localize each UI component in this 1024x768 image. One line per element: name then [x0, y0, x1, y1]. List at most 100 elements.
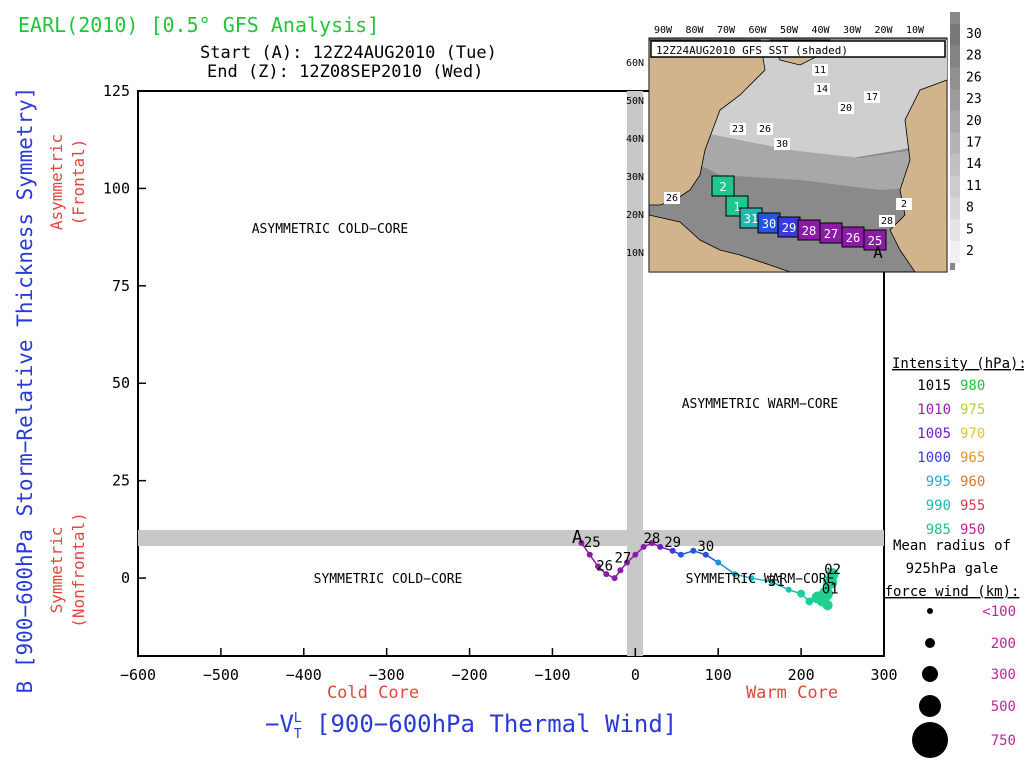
- inset-contour-label: 14: [816, 84, 828, 95]
- track-point: [640, 543, 647, 550]
- inset-track-day: 29: [782, 221, 796, 235]
- x-tick-label: −200: [451, 666, 487, 684]
- intensity-legend-value: 1000: [917, 450, 951, 466]
- inset-lon-label: 90W: [654, 25, 673, 36]
- colorbar-label: 2: [966, 244, 974, 259]
- x-tick-label: 100: [705, 666, 732, 684]
- colorbar-swatch: [950, 132, 960, 155]
- inset-contour-bg: [730, 123, 746, 135]
- intensity-legend-value: 1015: [917, 378, 951, 394]
- track-point: [611, 575, 618, 582]
- inset-contour-label: 20: [840, 103, 852, 114]
- inset-contour-label: 17: [866, 92, 878, 103]
- colorbar-label: 14: [966, 157, 982, 172]
- inset-contour-label: 28: [881, 216, 893, 227]
- colorbar-label: 23: [966, 92, 982, 107]
- inset-track-day: 27: [824, 227, 838, 241]
- colorbar-swatch: [950, 241, 960, 263]
- frontal-label: (Frontal): [69, 139, 88, 226]
- warm-core-label: Warm Core: [746, 683, 838, 703]
- inset-lon-label: 40W: [811, 25, 830, 36]
- y-tick-label: 50: [112, 374, 130, 392]
- track-day-label: 26: [596, 558, 613, 574]
- radius-legend-label: 500: [991, 699, 1016, 715]
- inset-contour-label: 26: [759, 124, 771, 135]
- track-point: [715, 559, 722, 566]
- track-point: [748, 575, 755, 582]
- inset-lat-label: 40N: [626, 134, 644, 145]
- radius-legend-dot: [912, 722, 948, 758]
- x-tick-label: 0: [631, 666, 640, 684]
- intensity-legend-value: 965: [960, 450, 985, 466]
- track-point: [690, 547, 697, 554]
- track-point: [657, 543, 664, 550]
- colorbar-swatch: [950, 219, 960, 242]
- x-axis-title: −VTL [900−600hPa Thermal Wind]: [265, 710, 677, 742]
- symmetric-label: Symmetric: [47, 527, 66, 614]
- inset-track-start-label: A: [873, 243, 883, 262]
- inset-lon-label: 50W: [780, 25, 799, 36]
- quadrant-symmetric-cold-core: SYMMETRIC COLD−CORE: [314, 572, 463, 587]
- asymmetric-label: Asymmetric: [47, 134, 66, 230]
- figure-title: EARL(2010) [0.5° GFS Analysis]: [18, 13, 379, 37]
- radius-legend-dot: [927, 608, 933, 614]
- track-day-label: A: [572, 527, 583, 548]
- x-tick-label: 300: [870, 666, 897, 684]
- intensity-legend-value: 970: [960, 426, 985, 442]
- track-point: [769, 578, 776, 585]
- sst-colorbar: 30 28 26 23 20 17 14 11 8 5 2: [950, 12, 982, 270]
- colorbar-swatch: [950, 154, 960, 177]
- radius-legend-label: 300: [991, 667, 1016, 683]
- track-point: [603, 571, 610, 578]
- inset-lat-label: 50N: [626, 96, 644, 107]
- intensity-legend: Intensity (hPa): 1015 980 1010 975 1005 970 10…: [892, 356, 1024, 538]
- track-day-label: 27: [614, 550, 631, 566]
- colorbar-label: 8: [966, 201, 974, 216]
- inset-lat-label: 10N: [626, 248, 644, 259]
- inset-latitude-labels: 60N 50N 40N 30N 20N 10N: [626, 58, 644, 259]
- track-segment: [771, 581, 789, 591]
- inset-contour-label: 11: [814, 65, 826, 76]
- track-point: [816, 596, 827, 607]
- inset-lat-label: 20N: [626, 210, 644, 221]
- track-point: [624, 559, 631, 566]
- inset-contour-bg: [879, 215, 895, 227]
- track-point: [648, 540, 655, 546]
- intensity-legend-value: 1005: [917, 426, 951, 442]
- track-day-label: 31: [768, 574, 785, 590]
- track-segment: [751, 577, 773, 583]
- radius-legend-dot: [922, 666, 938, 682]
- colorbar-label: 26: [966, 70, 982, 85]
- intensity-legend-value: 995: [926, 474, 951, 490]
- radius-legend-label: 750: [991, 733, 1016, 749]
- x-axis-title-rest: [900−600hPa Thermal Wind]: [302, 710, 678, 738]
- radius-legend-label: 200: [991, 636, 1016, 652]
- inset-contour-bg: [664, 192, 680, 204]
- track-point: [826, 568, 839, 581]
- inset-track-box: [863, 229, 887, 251]
- colorbar-swatch: [950, 175, 960, 198]
- inset-track-day: 31: [744, 212, 758, 226]
- colorbar-swatch: [950, 67, 960, 90]
- threshold-band-horizontal: [138, 530, 884, 546]
- track-point: [578, 540, 585, 546]
- radius-legend-dot: [925, 638, 935, 648]
- track-point: [595, 563, 602, 570]
- end-time-label: End (Z): 12Z08SEP2010 (Wed): [207, 62, 483, 82]
- intensity-legend-title: Intensity (hPa):: [892, 356, 1024, 372]
- colorbar-swatch: [950, 197, 960, 220]
- colorbar-label: 11: [966, 179, 982, 194]
- inset-contour-bg: [814, 83, 830, 95]
- inset-lon-label: 30W: [843, 25, 862, 36]
- x-tick-label: 200: [788, 666, 815, 684]
- y-tick-label: 0: [121, 569, 130, 587]
- colorbar-swatch: [950, 89, 960, 112]
- colorbar-swatch: [950, 45, 960, 68]
- inset-contour-label: 30: [776, 139, 788, 150]
- track-point: [632, 551, 639, 558]
- inset-lon-label: 70W: [717, 25, 736, 36]
- inset-track-day: 25: [868, 234, 882, 248]
- start-time-label: Start (A): 12Z24AUG2010 (Tue): [200, 43, 497, 63]
- sst-inset-map: 12Z24AUG2010 GFS SST (shaded) 90W 80W 70W 6…: [626, 25, 948, 273]
